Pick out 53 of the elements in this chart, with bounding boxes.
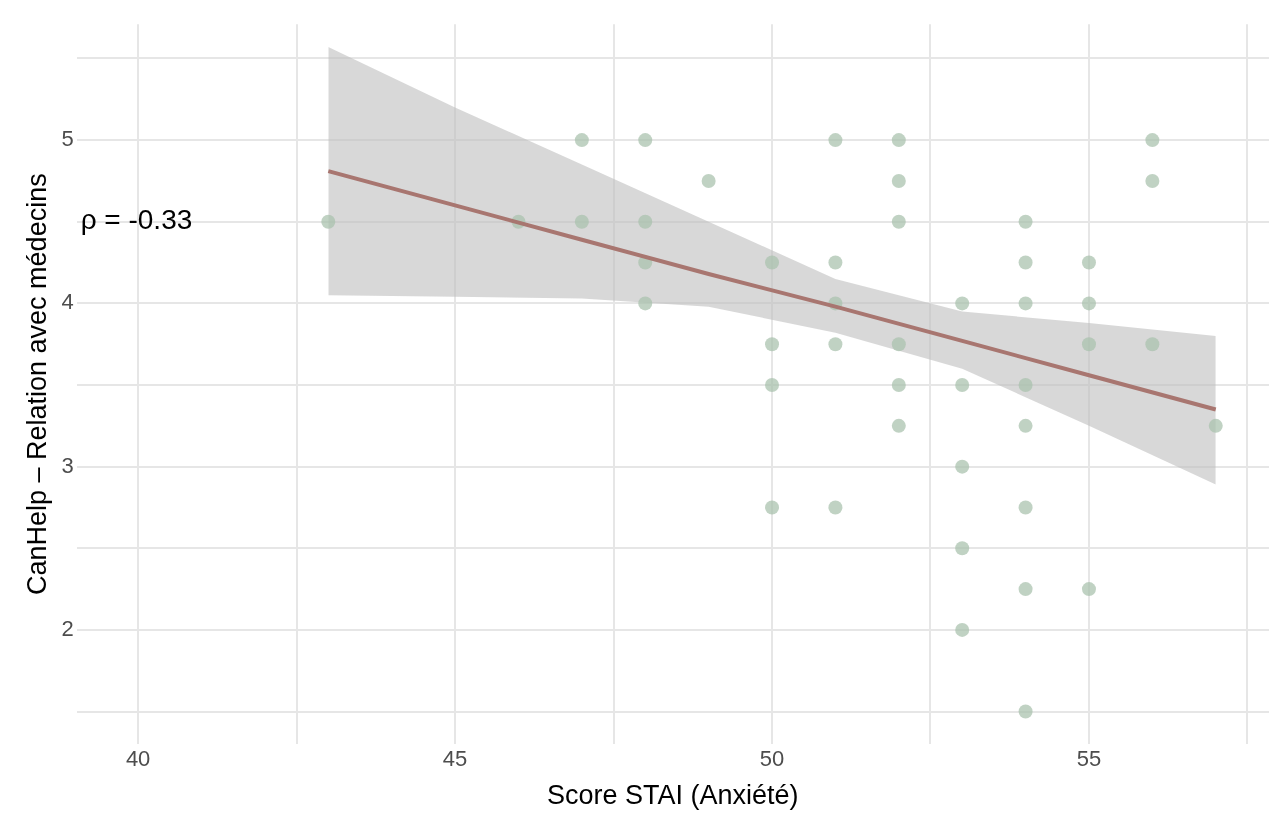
point [1081, 296, 1096, 311]
point [955, 541, 970, 556]
point [574, 214, 589, 229]
y-tick-label: 3 [61, 452, 74, 478]
point [1081, 255, 1096, 270]
point [1018, 378, 1033, 393]
x-tick-label: 45 [442, 746, 468, 772]
point [955, 622, 970, 637]
y-axis-title: CanHelp – Relation avec médecins [21, 173, 52, 596]
point [828, 133, 843, 148]
point [574, 133, 589, 148]
point [765, 378, 780, 393]
point [828, 337, 843, 352]
point [1018, 255, 1033, 270]
point [955, 459, 970, 474]
point [1145, 337, 1160, 352]
point [1208, 418, 1223, 433]
point [828, 500, 843, 515]
point [828, 255, 843, 270]
point [891, 173, 906, 188]
point [891, 337, 906, 352]
point [1018, 214, 1033, 229]
point [891, 133, 906, 148]
point [891, 214, 906, 229]
point [765, 255, 780, 270]
point [1018, 704, 1033, 719]
point [765, 337, 780, 352]
y-tick-label: 5 [61, 126, 74, 152]
point [1018, 500, 1033, 515]
x-tick-label: 40 [125, 746, 151, 772]
point [1145, 173, 1160, 188]
annotation: ρ = -0.33 [80, 204, 193, 236]
point [321, 214, 336, 229]
point [1018, 582, 1033, 597]
point [955, 296, 970, 311]
x-tick-label: 55 [1076, 746, 1102, 772]
point [1081, 337, 1096, 352]
point [701, 173, 716, 188]
point [1081, 582, 1096, 597]
point [1018, 296, 1033, 311]
point [1145, 133, 1160, 148]
x-axis-title: Score STAI (Anxiété) [547, 780, 799, 811]
point [891, 418, 906, 433]
point [1018, 418, 1033, 433]
point [955, 378, 970, 393]
x-tick-label: 50 [759, 746, 785, 772]
y-tick-label: 2 [61, 615, 74, 641]
point [638, 296, 653, 311]
point [638, 214, 653, 229]
point [891, 378, 906, 393]
y-tick-label: 4 [61, 289, 74, 315]
point [765, 500, 780, 515]
point [638, 133, 653, 148]
